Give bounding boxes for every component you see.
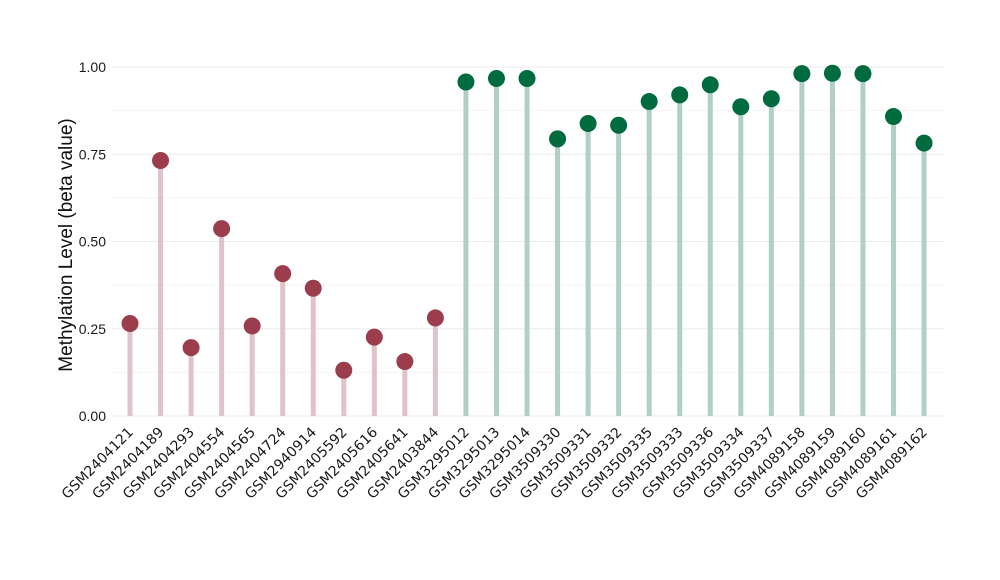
lollipop-point	[640, 93, 658, 111]
lollipop-point	[304, 279, 322, 297]
y-tick-label: 0.25	[79, 321, 106, 337]
y-tick-label: 0.75	[79, 146, 106, 162]
y-axis-label: Methylation Level (beta value)	[56, 118, 77, 371]
y-tick-label: 0.50	[79, 234, 106, 250]
lollipop-point	[762, 90, 780, 108]
y-tick-label: 0.00	[79, 408, 106, 424]
lollipop-point	[457, 73, 475, 91]
lollipop-point	[365, 328, 383, 346]
lollipop-point	[701, 76, 719, 94]
lollipop-point	[732, 98, 750, 116]
x-axis-ticks: GSM2404121GSM2404189GSM2404293GSM2404554…	[59, 424, 931, 502]
lollipop-point	[426, 309, 444, 327]
lollipop-point	[335, 361, 353, 379]
lollipop-point	[396, 353, 414, 371]
lollipop-point	[121, 315, 139, 333]
lollipop-point	[610, 116, 628, 134]
lollipop-point	[182, 339, 200, 357]
lollipop-point	[823, 64, 841, 82]
lollipop-point	[915, 134, 933, 152]
y-axis-ticks: 0.00 0.25 0.50 0.75 1.00	[79, 59, 106, 424]
lollipop-point	[274, 265, 292, 283]
stems	[127, 73, 927, 416]
lollipop-point	[885, 108, 902, 126]
lollipop-point	[854, 65, 872, 83]
lollipop-point	[487, 70, 505, 88]
lollipop-point	[152, 152, 170, 170]
lollipop-point	[671, 86, 689, 104]
points	[121, 64, 933, 379]
lollipop-point	[518, 70, 536, 88]
lollipop-point	[793, 65, 811, 83]
y-tick-label: 1.00	[79, 59, 106, 75]
lollipop-point	[579, 115, 597, 133]
lollipop-point	[549, 130, 567, 148]
lollipop-point	[243, 317, 261, 335]
lollipop-point	[213, 220, 231, 238]
